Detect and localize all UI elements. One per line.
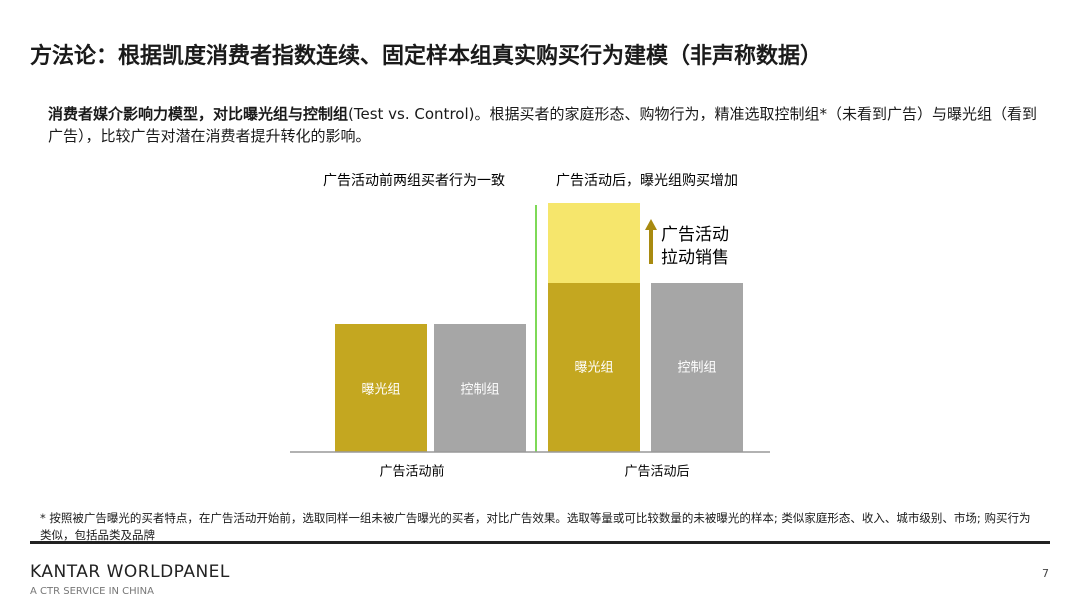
page-number: 7 <box>1042 567 1049 580</box>
control-bar <box>651 283 743 452</box>
intro-text: (Test vs. Control)。根据买者的家庭形态、购物行为，精准选取控制… <box>48 105 1037 145</box>
caption: 广告活动后，曝光组购买增加 <box>556 173 738 189</box>
brand: KANTAR WORLDPANEL <box>30 562 230 582</box>
bar-label: 曝光组 <box>574 361 613 376</box>
arrow <box>645 219 657 264</box>
intro: 消费者媒介影响力模型，对比曝光组与控制组(Test vs. Control)。根… <box>48 103 1048 147</box>
footnote: * 按照被广告曝光的买者特点，在广告活动开始前，选取同样一组未被广告曝光的买者，… <box>40 511 1031 542</box>
group-label: 广告活动后 <box>624 465 689 480</box>
slide-title: 方法论：根据凯度消费者指数连续、固定样本组真实购买行为建模（非声称数据） <box>30 44 823 69</box>
bar-label: 控制组 <box>460 383 499 398</box>
callout: 拉动销售 <box>661 248 729 268</box>
bar-label: 控制组 <box>677 361 716 376</box>
bar-label: 曝光组 <box>361 383 400 398</box>
exposed-bar <box>335 324 427 452</box>
caption: 广告活动前两组买者行为一致 <box>323 172 505 189</box>
control-bar <box>434 324 526 452</box>
uplift-bar <box>548 203 640 283</box>
rule <box>30 541 1050 544</box>
callout: 广告活动 <box>661 225 729 245</box>
tagline: A CTR SERVICE IN CHINA <box>30 586 154 597</box>
exposed-bar <box>548 283 640 452</box>
intro-bold: 消费者媒介影响力模型，对比曝光组与控制组 <box>48 105 349 123</box>
group-label: 广告活动前 <box>379 464 444 480</box>
